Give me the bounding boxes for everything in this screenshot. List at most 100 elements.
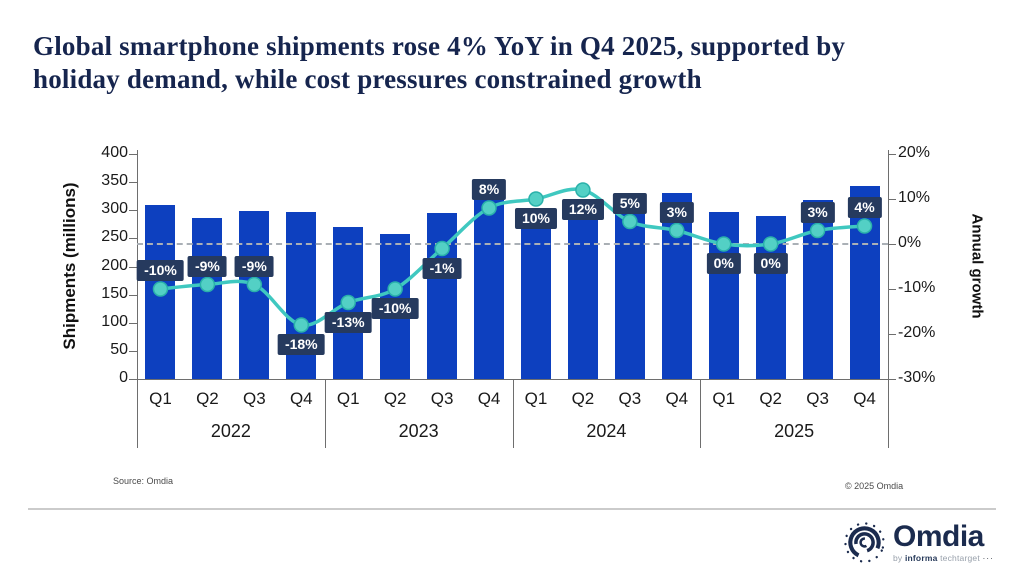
growth-label-2022-q2: -9% xyxy=(187,255,227,277)
growth-point-2024-q4 xyxy=(669,222,685,239)
right-axis-line xyxy=(888,150,889,448)
chart-title-line2: holiday demand, while cost pressures con… xyxy=(33,64,702,94)
bar-2022-q3 xyxy=(239,211,270,379)
left-tick-0: 0 xyxy=(119,369,128,386)
growth-point-2024-q2 xyxy=(575,182,591,198)
x-label-2024-q1: Q1 xyxy=(524,389,548,408)
x-label-2024-q3: Q3 xyxy=(618,389,642,408)
left-tick-mark xyxy=(129,154,137,155)
growth-line xyxy=(152,182,873,333)
byline-by: by xyxy=(893,553,903,563)
left-tick-200: 200 xyxy=(101,256,128,274)
right-tick--20%: -20% xyxy=(898,324,936,341)
x-label-2022-q1: Q1 xyxy=(149,389,172,408)
x-label-2023-q1: Q1 xyxy=(336,389,360,408)
x-label-2022-q3: Q3 xyxy=(243,389,266,408)
left-tick-350: 350 xyxy=(101,172,128,190)
source-note: Source: Omdia xyxy=(113,476,174,486)
right-tick-10%: 10% xyxy=(898,189,931,206)
bar-2025-q4 xyxy=(849,186,880,379)
growth-line-path xyxy=(160,187,865,327)
x-axis-line xyxy=(137,379,889,380)
right-tick-mark xyxy=(888,244,896,245)
year-label-2023: 2023 xyxy=(398,421,439,441)
x-label-2022-q4: Q4 xyxy=(289,389,313,408)
right-tick-0%: 0% xyxy=(898,234,922,251)
omdia-logo-byline: by informa techtarget ··· xyxy=(893,553,994,563)
left-tick-400: 400 xyxy=(101,144,128,161)
right-tick-20%: 20% xyxy=(898,144,931,161)
growth-label-2025-q2: 0% xyxy=(753,253,788,274)
growth-label-2023-q1: -13% xyxy=(324,311,372,333)
growth-point-2023-q2 xyxy=(387,281,403,297)
x-label-2025-q3: Q3 xyxy=(806,389,829,408)
growth-label-2024-q4: 3% xyxy=(659,201,694,223)
right-tick-mark xyxy=(888,379,896,380)
byline-techtarget: techtarget xyxy=(940,553,980,563)
x-label-2025-q4: Q4 xyxy=(853,389,876,408)
right-tick-mark xyxy=(888,289,896,290)
growth-point-2025-q1 xyxy=(715,236,732,252)
growth-label-2024-q2: 12% xyxy=(561,199,604,220)
growth-point-2025-q3 xyxy=(809,222,826,239)
x-label-2024-q2: Q2 xyxy=(571,389,595,408)
left-tick-mark xyxy=(129,266,137,268)
growth-label-2024-q3: 5% xyxy=(612,192,647,214)
byline-informa: informa xyxy=(904,553,938,563)
chart-title: Global smartphone shipments rose 4% YoY … xyxy=(33,30,998,96)
zero-growth-gridline xyxy=(137,243,888,245)
right-tick-mark xyxy=(888,199,896,200)
left-tick-50: 50 xyxy=(110,340,128,358)
x-label-2023-q3: Q3 xyxy=(430,389,454,408)
growth-label-2022-q3: -9% xyxy=(234,255,274,277)
left-tick-100: 100 xyxy=(101,312,128,330)
growth-point-2023-q1 xyxy=(340,294,356,311)
growth-label-2023-q2: -10% xyxy=(371,298,419,319)
growth-point-2023-q4 xyxy=(481,200,497,216)
x-label-2025-q1: Q1 xyxy=(712,389,736,408)
growth-point-2022-q4 xyxy=(293,317,310,333)
left-tick-mark xyxy=(129,379,137,380)
year-separator-1 xyxy=(324,380,326,448)
growth-label-2023-q3: -1% xyxy=(422,257,462,279)
right-tick-mark xyxy=(888,154,896,155)
plot-area: -10% -9% -9% -18% -13% -10% -1% 8% 10% 12% 5% 3% 0% 0… xyxy=(137,154,888,379)
left-tick-mark xyxy=(129,294,137,296)
growth-label-2022-q1: -10% xyxy=(137,260,184,281)
growth-point-2025-q2 xyxy=(762,236,779,252)
left-tick-150: 150 xyxy=(101,284,128,302)
year-label-2025: 2025 xyxy=(774,421,815,441)
omdia-logo: Omdia by informa techtarget ··· xyxy=(843,521,994,564)
growth-label-2025-q3: 3% xyxy=(800,201,835,223)
bar-2024-q1 xyxy=(520,211,551,379)
growth-point-2023-q3 xyxy=(434,240,450,257)
omdia-logo-textblock: Omdia by informa techtarget ··· xyxy=(893,520,994,564)
x-label-2023-q2: Q2 xyxy=(383,389,407,408)
year-label-2022: 2022 xyxy=(210,421,251,441)
right-axis-title: Annual growth xyxy=(968,213,986,319)
copyright-note: © 2025 Omdia xyxy=(845,481,904,491)
bar-2024-q3 xyxy=(614,204,645,379)
growth-point-2022-q1 xyxy=(152,281,169,297)
growth-point-2025-q4 xyxy=(856,218,873,234)
growth-label-2022-q4: -18% xyxy=(277,334,325,355)
growth-point-2022-q2 xyxy=(199,276,216,293)
omdia-logo-name: Omdia xyxy=(893,520,984,553)
growth-point-2024-q1 xyxy=(528,191,544,207)
growth-label-2023-q4: 8% xyxy=(471,179,507,200)
left-tick-mark xyxy=(129,350,137,352)
bar-2023-q4 xyxy=(474,199,505,379)
footer-divider xyxy=(28,508,996,510)
year-separator-2 xyxy=(512,380,514,448)
right-tick--10%: -10% xyxy=(898,279,936,296)
left-tick-mark xyxy=(129,238,137,240)
left-tick-mark xyxy=(129,210,137,212)
left-tick-mark xyxy=(129,182,137,184)
x-label-2022-q2: Q2 xyxy=(196,389,219,408)
year-label-2024: 2024 xyxy=(586,421,627,441)
growth-label-2024-q1: 10% xyxy=(514,208,557,229)
x-label-2023-q4: Q4 xyxy=(477,389,501,408)
growth-label-2025-q4: 4% xyxy=(847,197,882,218)
omdia-logo-icon xyxy=(844,522,885,563)
